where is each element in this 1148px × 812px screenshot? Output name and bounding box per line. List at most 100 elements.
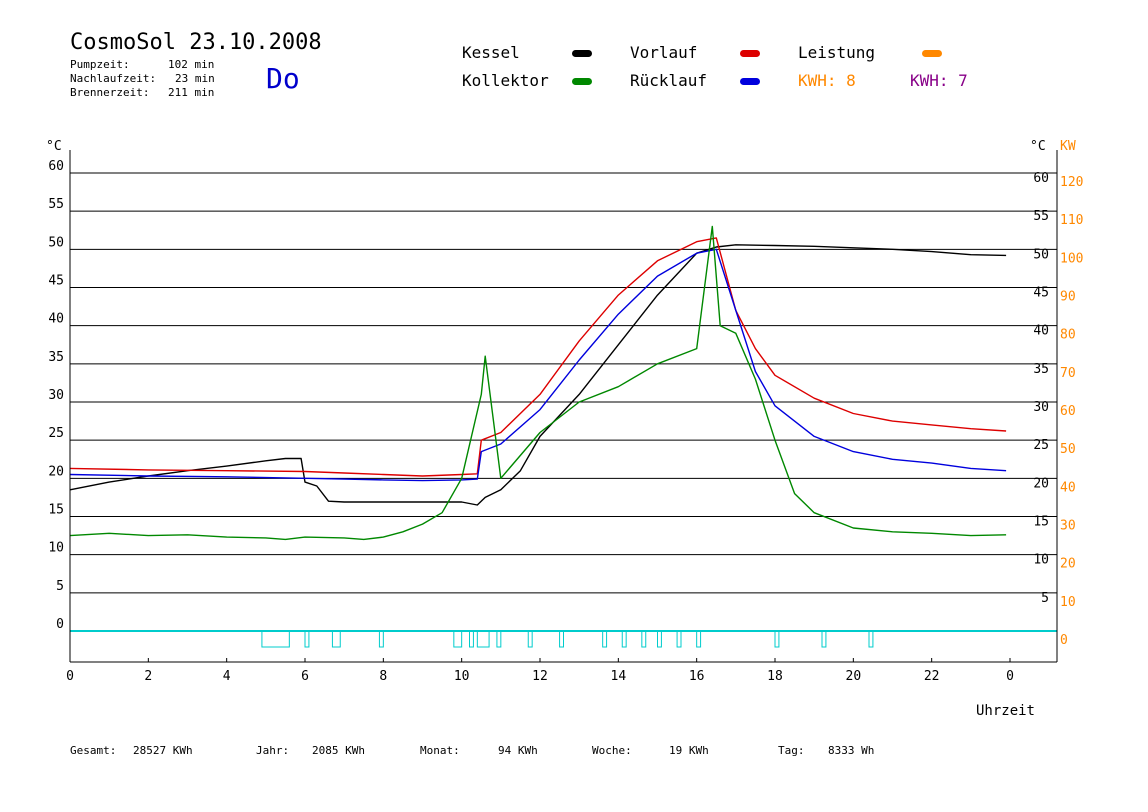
y-left-tick-label: 55 (48, 197, 64, 212)
brennerzeit-label: Brennerzeit: (70, 86, 150, 99)
burner-interval-mark (774, 630, 780, 648)
x-tick-label: 12 (532, 669, 548, 684)
legend-label-kollektor: Kollektor (462, 71, 549, 90)
y-left-tick-label: 30 (48, 388, 64, 403)
burner-interval-mark (559, 630, 564, 648)
footer-woche-label: Woche: (592, 744, 632, 757)
legend-swatch-ruecklauf (740, 78, 760, 85)
y-right-power-tick-label: 120 (1060, 175, 1083, 190)
burner-interval-mark (476, 630, 490, 648)
legend-swatch-leistung (922, 50, 942, 57)
footer-monat-value: 94 KWh (498, 744, 538, 757)
y-right-temp-unit-label: °C (1030, 139, 1046, 154)
y-right-power-tick-label: 100 (1060, 251, 1083, 266)
x-tick-label: 10 (454, 669, 470, 684)
burner-interval-mark (261, 630, 290, 648)
y-right-temp-tick-label: 45 (1033, 286, 1049, 301)
legend-kwh-leistung: KWH: 8 (798, 71, 856, 90)
y-right-temp-tick-label: 35 (1033, 362, 1049, 377)
series-line-vorlauf (69, 237, 1007, 477)
footer-gesamt-label: Gesamt: (70, 744, 117, 757)
y-left-tick-label: 50 (48, 235, 64, 250)
y-right-temp-tick-label: 5 (1041, 591, 1049, 606)
footer-woche-value: 19 KWh (669, 744, 709, 757)
x-tick-label: 0 (66, 669, 74, 684)
x-tick-label: 2 (144, 669, 152, 684)
y-left-unit-label: °C (46, 139, 62, 154)
burner-interval-mark (657, 630, 662, 648)
y-right-temp-tick-label: 50 (1033, 247, 1049, 262)
burner-interval-mark (641, 630, 647, 648)
legend-kwh-purple: KWH: 7 (910, 71, 968, 90)
legend-label-leistung: Leistung (798, 43, 876, 62)
y-right-temp-tick-label: 25 (1033, 438, 1049, 453)
x-tick-label: 20 (846, 669, 862, 684)
y-right-power-tick-label: 40 (1060, 480, 1076, 495)
burner-interval-mark (304, 630, 310, 648)
footer-gesamt-value: 28527 KWh (133, 744, 193, 757)
x-tick-label: 16 (689, 669, 705, 684)
x-tick-label: 22 (924, 669, 940, 684)
y-right-temp-tick-label: 40 (1033, 324, 1049, 339)
y-left-tick-label: 5 (56, 579, 64, 594)
burner-interval-mark (527, 630, 533, 648)
y-left-tick-label: 20 (48, 464, 64, 479)
y-left-tick-label: 25 (48, 426, 64, 441)
y-right-power-tick-label: 110 (1060, 213, 1083, 228)
burner-interval-mark (331, 630, 341, 648)
legend-swatch-kessel (572, 50, 592, 57)
burner-interval-mark (602, 630, 608, 648)
legend-label-kessel: Kessel (462, 43, 520, 62)
footer-monat-label: Monat: (420, 744, 460, 757)
y-right-power-tick-label: 20 (1060, 557, 1076, 572)
y-left-tick-label: 0 (56, 617, 64, 632)
y-right-temp-tick-label: 60 (1033, 171, 1049, 186)
y-right-power-tick-label: 80 (1060, 328, 1076, 343)
legend-swatch-vorlauf (740, 50, 760, 57)
chart-title: CosmoSol 23.10.2008 (70, 30, 322, 55)
burner-interval-mark (868, 630, 874, 648)
y-right-power-tick-label: 90 (1060, 290, 1076, 305)
nachlaufzeit-label: Nachlaufzeit: (70, 72, 157, 85)
burner-interval-mark (496, 630, 502, 648)
y-right-temp-tick-label: 10 (1033, 553, 1049, 568)
legend-label-vorlauf: Vorlauf (630, 43, 698, 62)
y-right-power-tick-label: 70 (1060, 366, 1076, 381)
y-right-temp-tick-label: 15 (1033, 515, 1049, 530)
footer-jahr-value: 2085 KWh (312, 744, 365, 757)
y-right-temp-tick-label: 30 (1033, 400, 1049, 415)
nachlaufzeit-value: 23 min (175, 72, 215, 85)
footer-tag-label: Tag: (778, 744, 805, 757)
series-line-kollektor (69, 225, 1007, 541)
y-left-tick-label: 45 (48, 274, 64, 289)
y-right-power-tick-label: 0 (1060, 633, 1068, 648)
brennerzeit-value: 211 min (168, 86, 215, 99)
burner-interval-mark (821, 630, 827, 648)
burner-interval-mark (378, 630, 384, 648)
y-left-tick-label: 40 (48, 312, 64, 327)
y-right-power-tick-label: 30 (1060, 519, 1076, 534)
y-left-tick-label: 35 (48, 350, 64, 365)
burner-interval-mark (453, 630, 463, 648)
burner-interval-mark (676, 630, 682, 648)
y-left-tick-label: 10 (48, 541, 64, 556)
burner-interval-mark (696, 630, 702, 648)
pumpzeit-label: Pumpzeit: (70, 58, 130, 71)
y-left-tick-label: 60 (48, 159, 64, 174)
x-tick-label: 18 (767, 669, 783, 684)
x-tick-label: 6 (301, 669, 309, 684)
y-right-temp-tick-label: 20 (1033, 476, 1049, 491)
weekday-label: Do (266, 62, 300, 95)
y-left-tick-label: 15 (48, 503, 64, 518)
burner-interval-mark (469, 630, 474, 648)
y-right-power-tick-label: 50 (1060, 442, 1076, 457)
series-line-kessel (69, 244, 1007, 506)
legend-swatch-kollektor (572, 78, 592, 85)
footer-jahr-label: Jahr: (256, 744, 290, 757)
y-right-temp-tick-label: 55 (1033, 209, 1049, 224)
x-tick-label: 14 (611, 669, 627, 684)
y-right-power-tick-label: 10 (1060, 595, 1076, 610)
legend-label-ruecklauf: Rücklauf (630, 71, 708, 90)
footer-tag-value: 8333 Wh (828, 744, 875, 757)
